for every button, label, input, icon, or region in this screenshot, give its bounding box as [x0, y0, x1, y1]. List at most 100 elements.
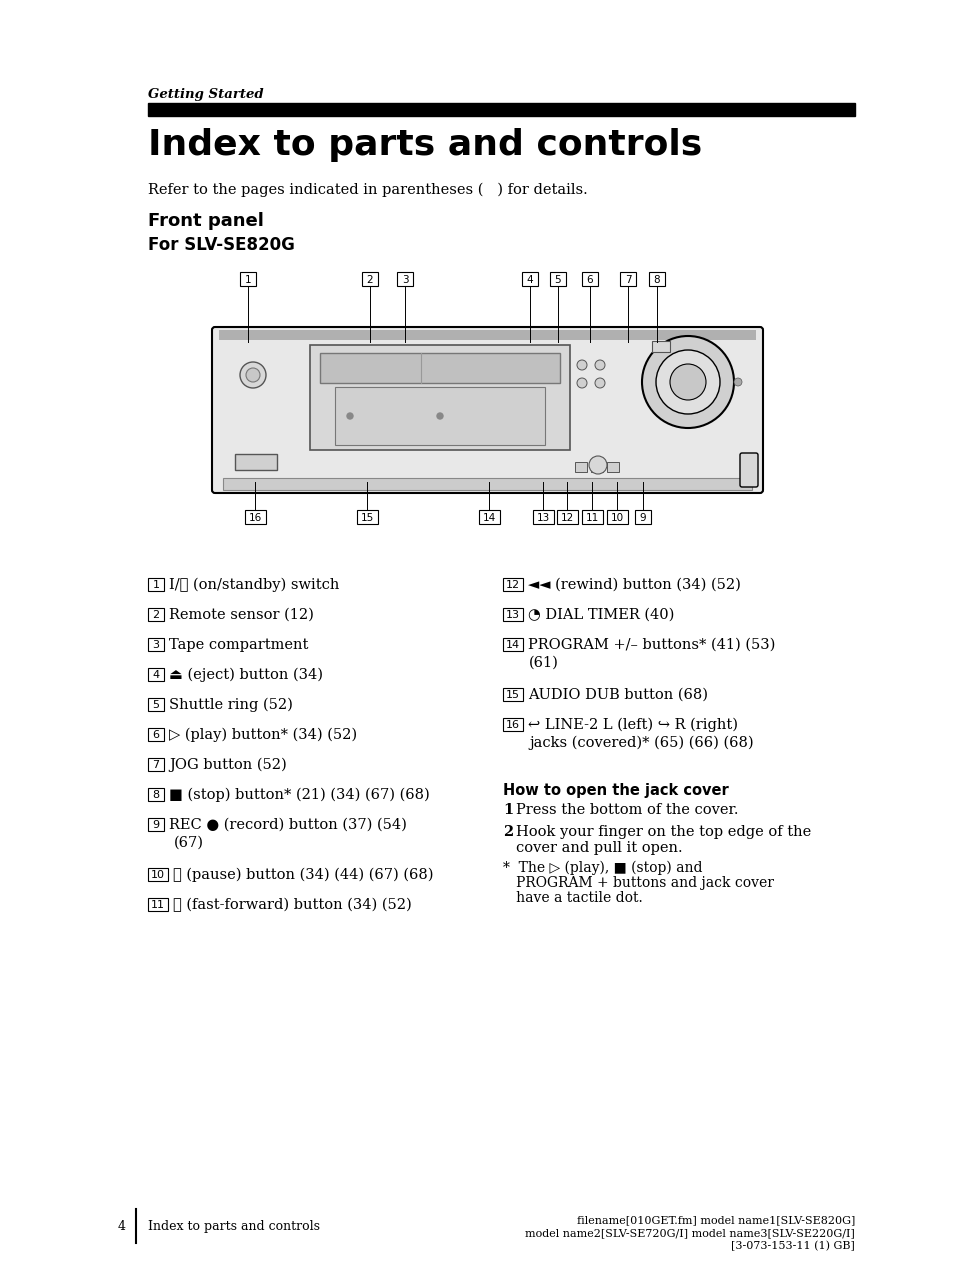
Circle shape	[588, 456, 606, 474]
Bar	[148, 898, 168, 911]
Text: 2: 2	[152, 611, 159, 621]
Text: Getting Started: Getting Started	[148, 88, 263, 102]
Text: 8: 8	[653, 276, 659, 284]
Text: PROGRAM + buttons and jack cover: PROGRAM + buttons and jack cover	[502, 876, 773, 890]
Text: Remote sensor (12): Remote sensor (12)	[169, 608, 314, 622]
Bar	[478, 511, 499, 525]
Text: 4: 4	[118, 1220, 126, 1233]
Text: ◄◄ (rewind) button (34) (52): ◄◄ (rewind) button (34) (52)	[527, 578, 740, 592]
Text: 4: 4	[526, 276, 533, 284]
Text: ⏩ (fast-forward) button (34) (52): ⏩ (fast-forward) button (34) (52)	[172, 898, 412, 912]
Bar	[148, 818, 164, 831]
Bar	[223, 478, 751, 490]
Bar	[148, 578, 164, 591]
Text: 13: 13	[536, 513, 549, 523]
Bar	[502, 718, 522, 732]
Text: For SLV-SE820G: For SLV-SE820G	[148, 236, 294, 254]
Circle shape	[577, 378, 586, 389]
Bar	[502, 638, 522, 652]
Circle shape	[656, 351, 720, 414]
Bar	[651, 342, 669, 352]
Bar	[240, 272, 255, 286]
Bar	[356, 511, 377, 525]
Bar	[319, 353, 559, 384]
Text: REC ● (record) button (37) (54): REC ● (record) button (37) (54)	[169, 818, 406, 832]
Text: JOG button (52): JOG button (52)	[169, 758, 287, 772]
Text: 3: 3	[152, 640, 159, 650]
Text: 11: 11	[585, 513, 598, 523]
Text: 2: 2	[366, 276, 373, 284]
Text: (61): (61)	[529, 657, 558, 671]
Bar	[148, 728, 164, 740]
Bar	[361, 272, 377, 286]
Circle shape	[577, 359, 586, 370]
Bar	[148, 638, 164, 652]
Text: ▷ (play) button* (34) (52): ▷ (play) button* (34) (52)	[169, 728, 356, 743]
Text: 1: 1	[244, 276, 251, 284]
Text: 8: 8	[152, 790, 159, 800]
Bar	[581, 272, 598, 286]
Bar	[219, 330, 755, 340]
Bar	[234, 453, 276, 470]
Bar	[148, 758, 164, 771]
Bar	[148, 608, 164, 621]
Bar	[148, 103, 854, 116]
Text: jacks (covered)* (65) (66) (68): jacks (covered)* (65) (66) (68)	[529, 737, 753, 751]
Bar	[557, 511, 578, 525]
Text: Press the bottom of the cover.: Press the bottom of the cover.	[516, 803, 738, 817]
Circle shape	[240, 362, 266, 389]
Text: 10: 10	[610, 513, 623, 523]
Bar	[148, 668, 164, 681]
Text: 16: 16	[248, 513, 261, 523]
Text: 12: 12	[559, 513, 573, 523]
Circle shape	[733, 378, 741, 386]
Text: 11: 11	[151, 900, 165, 911]
Circle shape	[436, 413, 442, 419]
Text: Index to parts and controls: Index to parts and controls	[148, 128, 701, 163]
Bar	[396, 272, 413, 286]
Bar	[619, 272, 636, 286]
Text: Hook your finger on the top edge of the: Hook your finger on the top edge of the	[516, 826, 810, 839]
Text: ⏏ (eject) button (34): ⏏ (eject) button (34)	[169, 668, 323, 682]
Text: filename[010GET.fm] model name1[SLV-SE820G]: filename[010GET.fm] model name1[SLV-SE82…	[576, 1215, 854, 1226]
Bar	[521, 272, 537, 286]
Text: (67): (67)	[173, 836, 204, 850]
Text: 1: 1	[152, 580, 159, 591]
Text: 7: 7	[152, 761, 159, 771]
Text: *  The ▷ (play), ■ (stop) and: * The ▷ (play), ■ (stop) and	[502, 861, 701, 875]
Text: model name2[SLV-SE720G/I] model name3[SLV-SE220G/I]: model name2[SLV-SE720G/I] model name3[SL…	[524, 1228, 854, 1238]
Text: ◔ DIAL TIMER (40): ◔ DIAL TIMER (40)	[527, 608, 674, 622]
Text: [3-073-153-11 (1) GB]: [3-073-153-11 (1) GB]	[730, 1241, 854, 1251]
Text: 15: 15	[505, 691, 519, 701]
Bar	[575, 462, 586, 472]
Text: 13: 13	[505, 611, 519, 621]
Bar	[148, 698, 164, 711]
Bar	[148, 867, 168, 881]
Bar	[606, 511, 627, 525]
Text: I/⏻ (on/standby) switch: I/⏻ (on/standby) switch	[169, 578, 339, 592]
Text: 12: 12	[505, 580, 519, 591]
Bar	[502, 578, 522, 591]
Text: 10: 10	[151, 870, 165, 880]
Text: 6: 6	[586, 276, 593, 284]
Text: 15: 15	[360, 513, 374, 523]
Text: Tape compartment: Tape compartment	[169, 638, 308, 652]
Text: 7: 7	[624, 276, 631, 284]
Text: 14: 14	[482, 513, 496, 523]
Text: 4: 4	[152, 671, 159, 681]
Circle shape	[641, 337, 733, 428]
Text: Index to parts and controls: Index to parts and controls	[148, 1220, 319, 1233]
Bar	[550, 272, 565, 286]
Circle shape	[347, 413, 353, 419]
Text: 9: 9	[152, 820, 159, 831]
Bar	[502, 688, 522, 701]
Text: 6: 6	[152, 730, 159, 740]
Circle shape	[246, 368, 260, 382]
Bar	[502, 608, 522, 621]
Text: cover and pull it open.: cover and pull it open.	[516, 841, 682, 855]
Text: How to open the jack cover: How to open the jack cover	[502, 784, 728, 798]
Bar	[335, 387, 544, 444]
FancyBboxPatch shape	[740, 453, 758, 486]
Bar	[606, 462, 618, 472]
Text: 2: 2	[502, 826, 513, 839]
